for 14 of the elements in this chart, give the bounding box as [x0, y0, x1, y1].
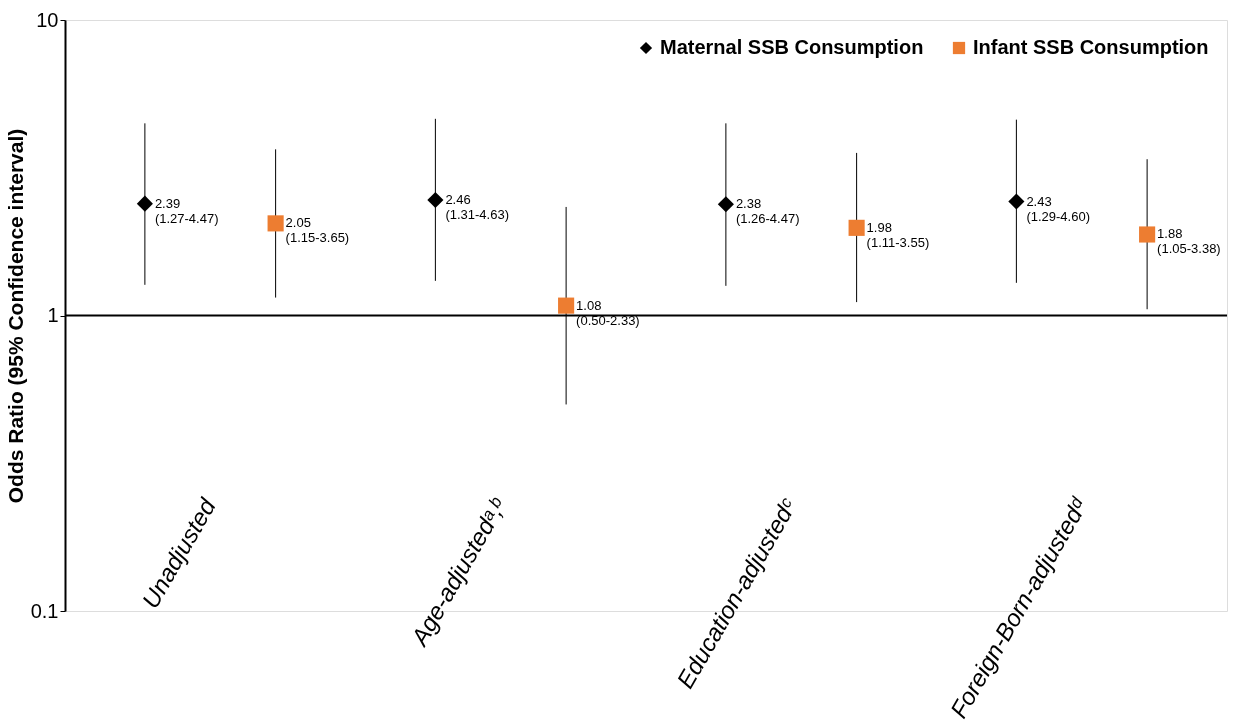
data-label: 2.43 (1.29-4.60): [1026, 193, 1090, 224]
data-label: 1.88 (1.05-3.38): [1157, 226, 1221, 257]
data-label: 2.38 (1.26-4.47): [735, 196, 800, 227]
y-tick-label: 10: [36, 8, 59, 31]
data-label: 2.46 (1.31-4.63): [445, 191, 509, 222]
y-axis-title: Odds Ratio (95% Confidence interval): [3, 128, 27, 504]
y-tick-label: 0.1: [30, 599, 59, 622]
legend-label: Maternal SSB Consumption: [660, 36, 924, 58]
data-label: 2.39 (1.27-4.47): [154, 195, 219, 226]
data-label: 2.05 (1.15-3.65): [285, 215, 350, 246]
y-tick-label: 1: [47, 304, 59, 326]
data-label: 1.98 (1.11-3.55): [866, 219, 930, 250]
data-label: 1.08 (0.50-2.33): [576, 297, 640, 328]
legend-label: Infant SSB Consumption: [973, 36, 1209, 58]
